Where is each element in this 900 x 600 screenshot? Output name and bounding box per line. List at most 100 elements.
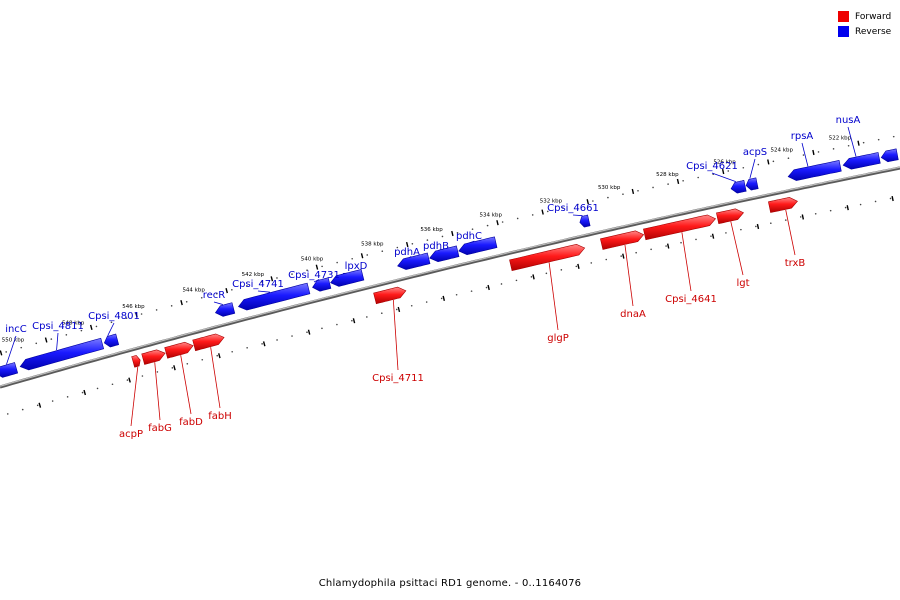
scale-dot [802,154,805,156]
leader-line [801,142,809,167]
gene-reverse[interactable] [103,333,120,348]
major-tick [846,205,849,211]
scale-dot [456,231,459,234]
scale-dot [531,214,534,216]
scale-dot [561,207,564,209]
scale-dot [321,327,323,330]
gene-reverse[interactable] [787,160,842,181]
gene-forward[interactable] [643,214,717,241]
gene-label-reverse: Cpsi_4811 [32,321,84,332]
gene-forward[interactable] [716,208,744,225]
major-tick [721,168,725,175]
major-tick [676,178,680,185]
gene-reverse[interactable] [237,282,311,311]
gene-reverse[interactable] [0,362,19,378]
scale-dot [652,186,654,189]
gene-reverse[interactable] [214,302,236,317]
scale-dot [410,304,413,307]
legend-label-forward: Forward [855,11,892,22]
scale-tick-label: 528 kbp [656,172,679,178]
scale-dot [844,206,847,209]
scale-dot [216,354,219,357]
gene-forward[interactable] [164,341,194,359]
scale-tick-label: 544 kbp [182,288,205,294]
scale-dot [772,160,775,163]
scale-dot [231,288,233,291]
gene-reverse[interactable] [429,245,460,263]
scale-dot [695,238,697,241]
gene-forward[interactable] [373,286,407,305]
scale-dot [697,176,699,179]
major-tick [315,264,319,270]
scale-dot [755,225,757,228]
gene-reverse[interactable] [880,148,899,163]
gene-label-forward: acpP [119,429,143,440]
gene-label-reverse: recR [203,290,226,301]
scale-dot [411,242,414,245]
major-tick [541,209,544,215]
gene-reverse[interactable] [730,180,747,194]
major-tick [756,223,760,230]
gene-reverse[interactable] [19,337,105,371]
scale-dot [575,265,578,268]
scale-dot [186,362,189,365]
major-tick [622,253,625,259]
gene-label-reverse: Cpsi_4801 [88,311,140,322]
scale-dot [814,212,817,215]
scale-tick-label: 522 kbp [829,135,852,141]
scale-dot [650,248,652,251]
gene-label-reverse: incC [5,324,27,335]
scale-dot [336,261,338,264]
leader-line [313,279,320,283]
gene-reverse[interactable] [579,214,591,228]
gene-label-forward: Cpsi_4641 [665,294,717,305]
scale-dot [829,209,832,212]
scale-dot [799,216,802,218]
major-tick [262,341,266,347]
gene-label-reverse: pdhA [394,247,420,258]
major-tick [225,288,229,294]
gene-forward[interactable] [131,355,141,368]
scale-dot [832,148,835,150]
leader-line [681,232,692,292]
scale-dot [140,313,143,315]
gene-reverse[interactable] [397,252,431,270]
gene-label-forward: dnaA [620,309,646,320]
gene-label-forward: trxB [785,258,806,269]
scale-dot [96,387,99,390]
scale-dot [500,283,503,285]
major-tick [767,159,770,165]
scale-dot [95,325,98,328]
scale-dot [637,190,639,192]
scale-dot [471,228,474,230]
leader-line [6,335,17,365]
gene-forward[interactable] [141,349,166,365]
scale-dot [231,350,233,353]
gene-forward[interactable] [192,333,225,352]
scale-dot [515,279,518,282]
scale-dot [607,196,609,199]
scale-dot [592,200,594,202]
gene-reverse[interactable] [842,152,881,170]
major-tick [666,243,670,249]
major-tick [397,306,401,313]
leader-line [107,322,115,336]
gene-reverse[interactable] [745,177,759,191]
gene-forward[interactable] [768,196,798,213]
gene-forward[interactable] [600,230,645,250]
gene-reverse[interactable] [312,277,332,292]
gene-forward[interactable] [509,243,586,271]
scale-dot [125,317,128,319]
leader-line [210,347,221,409]
major-tick [577,263,580,269]
gene-reverse[interactable] [330,269,365,287]
major-tick [891,195,894,202]
leader-line [56,332,59,351]
gene-label-reverse: Cpsi_4661 [547,203,599,214]
scale-dot [874,200,877,203]
scale-dot [126,379,129,381]
scale-dot [757,163,760,166]
gene-reverse[interactable] [458,236,498,256]
major-tick [83,389,87,396]
leader-line [180,355,192,415]
